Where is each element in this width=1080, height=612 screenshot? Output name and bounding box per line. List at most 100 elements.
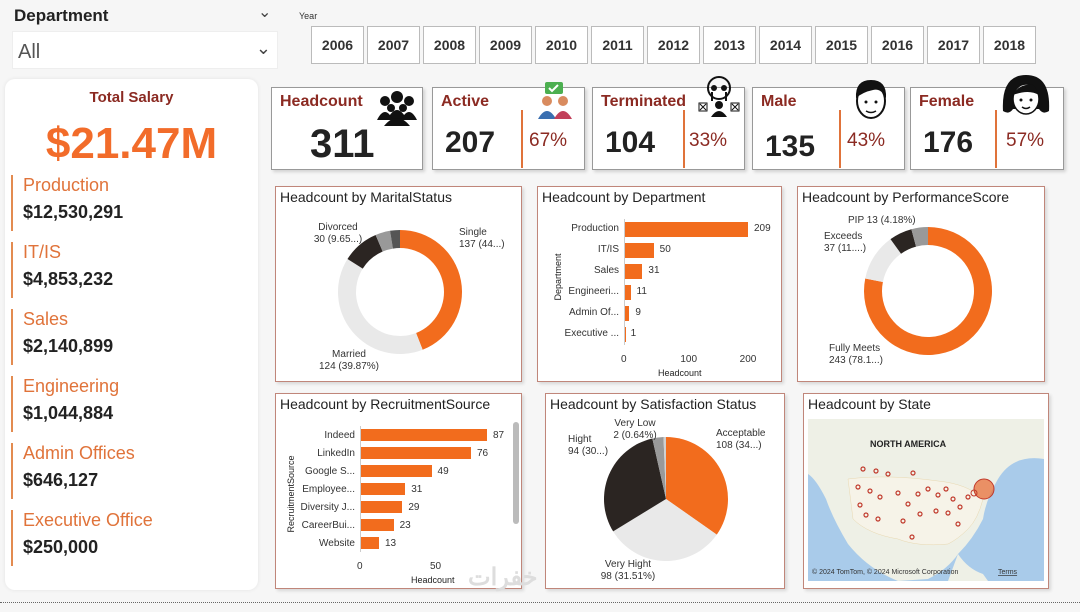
kpi-female-label: Female	[919, 93, 975, 110]
salary-dept-name: Sales	[23, 309, 69, 329]
bar-value-label: 1	[630, 328, 637, 339]
kpi-female-value: 176	[923, 126, 974, 159]
kpi-headcount-label: Headcount	[280, 93, 363, 110]
chevron-down-icon[interactable]: ⌄	[258, 4, 272, 21]
bar-value-label: 87	[493, 430, 505, 441]
department-filter-label: Department	[14, 6, 109, 25]
bar-value-label: 209	[754, 223, 771, 234]
year-button-2010[interactable]: 2010	[535, 26, 588, 64]
category-label: IT/IS	[597, 244, 619, 255]
bar[interactable]	[360, 447, 471, 459]
bar[interactable]	[360, 429, 487, 441]
bar-value-label: 31	[648, 265, 660, 276]
marital-status-chart-panel: Headcount by MaritalStatus Divorced 30 (9…	[275, 186, 522, 382]
bar[interactable]	[624, 285, 631, 300]
performance-score-chart-panel: Headcount by PerformanceScore PIP 13 (4.…	[797, 186, 1045, 382]
salary-dept-amount: $250,000	[23, 537, 99, 557]
bar[interactable]	[360, 483, 406, 495]
kpi-terminated-value: 104	[605, 126, 656, 159]
kpi-headcount-value: 311	[310, 122, 375, 166]
axis-line	[360, 426, 361, 552]
category-label: Executive ...	[564, 328, 619, 339]
bar[interactable]	[360, 519, 394, 531]
satisfaction-status-pie	[604, 437, 728, 561]
bar[interactable]	[624, 327, 626, 342]
vertical-scrollbar[interactable]	[513, 422, 519, 524]
department-dropdown[interactable]: All ⌄	[12, 31, 278, 69]
bar-value-label: 9	[635, 307, 641, 318]
slice-label-single: Single 137 (44...)	[459, 227, 505, 250]
kpi-terminated-percent: 33%	[689, 130, 728, 151]
salary-dept-name: IT/IS	[23, 242, 62, 262]
year-button-2017[interactable]: 2017	[927, 26, 980, 64]
kpi-male-percent: 43%	[847, 130, 886, 151]
slice-separated[interactable]	[375, 230, 393, 252]
salary-dept-item: Executive Office $250,000	[11, 510, 251, 566]
year-button-2006[interactable]: 2006	[311, 26, 364, 64]
salary-dept-item: Engineering $1,044,884	[11, 376, 251, 432]
kpi-female-card: Female 176 57%	[910, 75, 1064, 170]
year-button-2011[interactable]: 2011	[591, 26, 644, 64]
year-button-2008[interactable]: 2008	[423, 26, 476, 64]
north-america-map[interactable]: NORTH AMERICA © 2024 TomTom, © 2024 Micr…	[808, 419, 1044, 581]
salary-dept-name: Admin Offices	[23, 443, 135, 463]
x-tick-label: 100	[680, 354, 698, 365]
total-salary-value: $21.47M	[45, 119, 218, 168]
satisfaction-status-chart-panel: Headcount by Satisfaction Status Very Lo…	[545, 393, 785, 589]
active-employees-icon	[538, 82, 572, 119]
salary-dept-name: Engineering	[23, 376, 120, 396]
slice-label-acceptable: Acceptable 108 (34...)	[716, 428, 766, 451]
category-label: LinkedIn	[317, 448, 355, 459]
axis-line	[624, 219, 625, 345]
salary-dept-name: Production	[23, 175, 110, 195]
salary-dept-amount: $12,530,291	[23, 202, 124, 222]
slice-needs-improvement[interactable]	[890, 229, 917, 254]
slice-single[interactable]	[400, 230, 462, 350]
year-button-2015[interactable]: 2015	[815, 26, 868, 64]
year-button-2018[interactable]: 2018	[983, 26, 1036, 64]
year-button-2014[interactable]: 2014	[759, 26, 812, 64]
slice-low[interactable]	[652, 437, 666, 499]
total-salary-panel: Total Salary $21.47M Production $12,530,2…	[5, 79, 258, 590]
slice-very-hight[interactable]	[613, 499, 717, 561]
slice-acceptable[interactable]	[666, 437, 728, 535]
year-button-2016[interactable]: 2016	[871, 26, 924, 64]
map-terms-link[interactable]: Terms	[998, 569, 1018, 576]
slice-very-low[interactable]	[663, 437, 666, 499]
bar[interactable]	[360, 537, 379, 549]
category-label: Engineeri...	[568, 286, 619, 297]
bottom-divider	[0, 602, 1080, 603]
slice-label-exceeds: Exceeds 37 (11....)	[824, 231, 867, 254]
chevron-down-icon: ⌄	[255, 38, 271, 58]
slice-divorced[interactable]	[347, 234, 383, 269]
slice-pip[interactable]	[911, 227, 928, 247]
bar[interactable]	[624, 222, 748, 237]
slice-label-married: Married 124 (39.87%)	[318, 349, 380, 372]
kpi-female-percent: 57%	[1006, 130, 1045, 151]
year-button-2009[interactable]: 2009	[479, 26, 532, 64]
bar[interactable]	[360, 501, 403, 513]
bar[interactable]	[624, 306, 630, 321]
salary-dept-item: Production $12,530,291	[11, 175, 251, 231]
bar[interactable]	[624, 243, 654, 258]
slice-married[interactable]	[338, 259, 423, 354]
year-button-2007[interactable]: 2007	[367, 26, 420, 64]
male-face-icon	[855, 80, 887, 119]
bar-value-label: 13	[384, 538, 397, 549]
bar-value-label: 50	[659, 244, 671, 255]
salary-dept-item: IT/IS $4,853,232	[11, 242, 251, 298]
year-button-2013[interactable]: 2013	[703, 26, 756, 64]
slice-hight[interactable]	[604, 438, 666, 532]
year-button-2012[interactable]: 2012	[647, 26, 700, 64]
kpi-active-card: Active 207 67%	[432, 82, 585, 170]
slice-widowed[interactable]	[390, 230, 400, 249]
slice-exceeds[interactable]	[865, 239, 902, 282]
bar[interactable]	[624, 264, 643, 279]
state-map-panel: Headcount by State NORTH AMERICA © 2024 …	[803, 393, 1049, 589]
watermark: خفرات	[468, 564, 538, 591]
kpi-terminated-card: Terminated 104 33%	[592, 76, 745, 170]
bar[interactable]	[360, 465, 432, 477]
chart-title: Headcount by Satisfaction Status	[550, 396, 757, 412]
chart-title: Headcount by RecruitmentSource	[280, 396, 491, 412]
category-label: Website	[319, 538, 355, 549]
